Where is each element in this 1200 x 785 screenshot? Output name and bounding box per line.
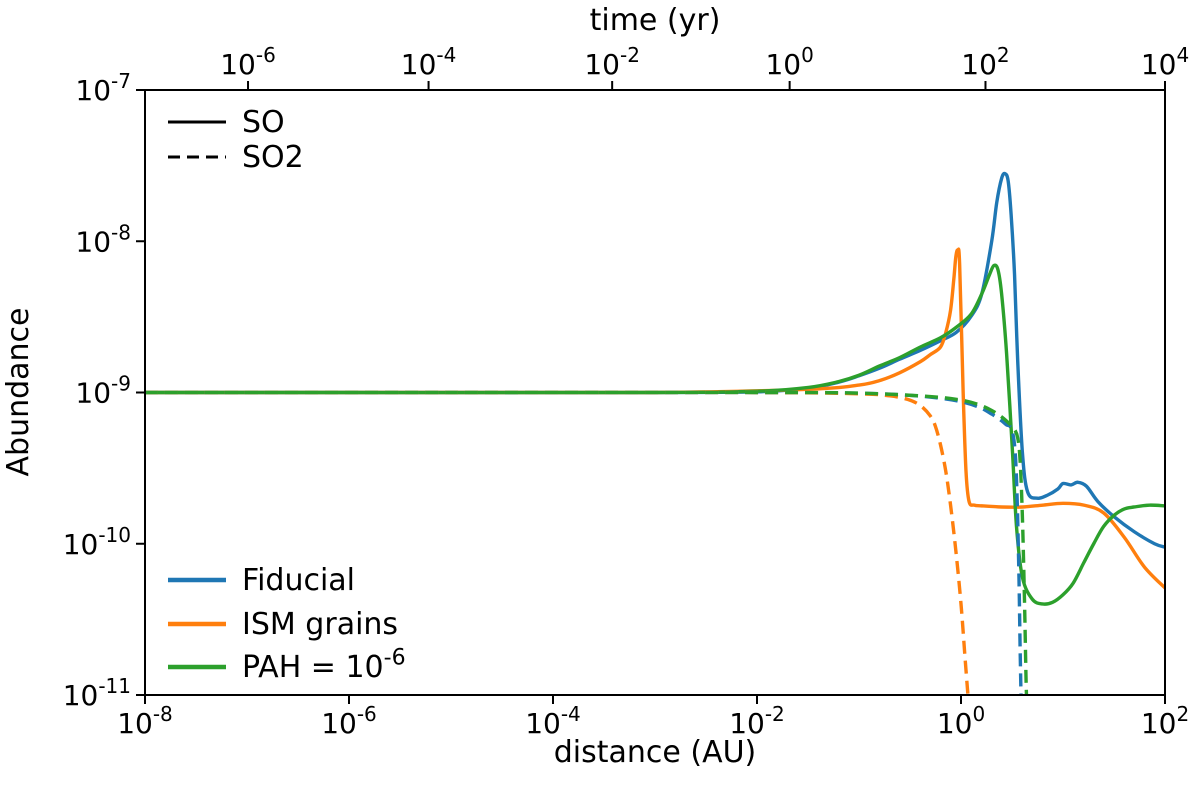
top-tick-label-3: 100 [765,43,813,81]
y-tick-label-0: 10-7 [75,69,131,107]
x-tick-label-3: 10-2 [729,702,785,740]
curves-layer [145,171,1165,695]
x-tick-label-2: 10-4 [525,702,581,740]
legend-linestyle-label-0: SO [242,105,285,140]
y-tick-label-1: 10-8 [75,220,131,258]
y-axis-title: Abundance [1,308,36,477]
x-tick-label-1: 10-6 [321,702,377,740]
legend-model-label-2: PAH = 10-6 [242,645,406,685]
legend-linestyle-label-1: SO2 [242,140,304,175]
legend-model-label-1: ISM grains [242,607,398,642]
top-tick-label-0: 10-6 [220,43,276,81]
top-tick-label-4: 102 [961,43,1009,81]
x-tick-label-4: 100 [937,702,985,740]
y-tick-label-4: 10-11 [63,674,131,712]
top-tick-label-2: 10-2 [584,43,640,81]
curve-so-ism-grains [145,247,1165,590]
y-tick-label-3: 10-10 [63,523,131,561]
top-tick-label-5: 104 [1141,43,1189,81]
x-tick-label-0: 10-8 [117,702,173,740]
top-tick-label-1: 10-4 [401,43,457,81]
curve-so2-fiducial [145,390,1023,695]
x-axis-title: distance (AU) [554,735,757,770]
legend-model-label-0: Fiducial [242,563,355,598]
axes-layer: 10-8 10-6 10-4 10-2 100 102 10-6 10-4 10-2 100 102… [63,43,1190,740]
top-axis-title: time (yr) [590,3,721,38]
curve-so-fiducial [145,171,1165,549]
y-tick-label-2: 10-9 [75,372,131,410]
curve-so2-pah-10-6 [145,390,1029,695]
x-tick-label-5: 102 [1141,702,1189,740]
curve-so-pah-10-6 [145,263,1165,606]
